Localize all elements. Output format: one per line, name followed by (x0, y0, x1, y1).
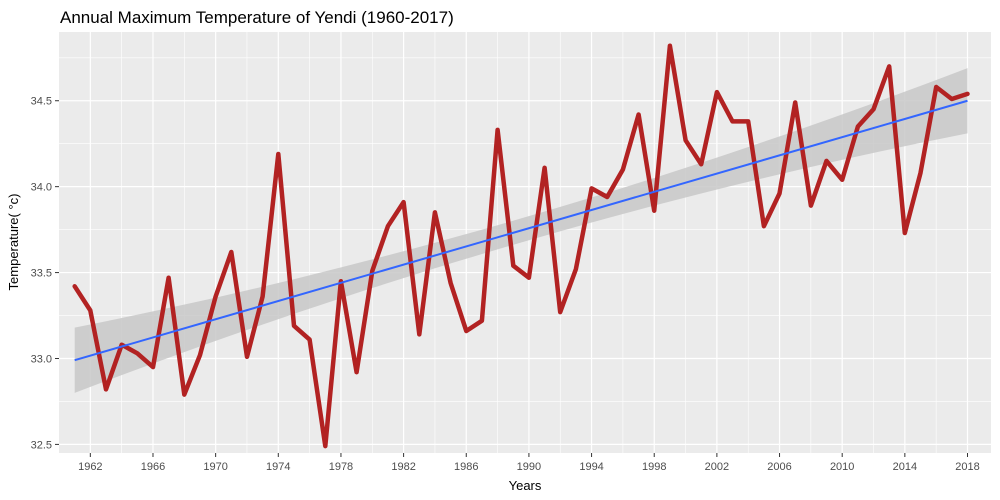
plot-panel (59, 32, 991, 453)
x-tick-label: 1974 (266, 461, 290, 473)
x-tick-label: 1978 (329, 461, 353, 473)
x-tick-label: 2002 (705, 461, 729, 473)
x-axis: 1962 1966 1970 1974 1978 1982 1986 1990 1994 1998… (78, 453, 980, 473)
y-tick-label: 33.0 (31, 353, 52, 365)
x-tick-label: 1990 (517, 461, 541, 473)
x-tick-label: 1962 (78, 461, 102, 473)
chart-title: Annual Maximum Temperature of Yendi (196… (60, 8, 454, 27)
x-axis-title: Years (509, 478, 542, 493)
x-tick-label: 1970 (203, 461, 227, 473)
y-axis: 32.5 33.0 33.5 34.0 34.5 (31, 96, 59, 451)
x-tick-label: 1998 (642, 461, 666, 473)
series-line (72, 43, 970, 449)
x-tick-label: 2010 (830, 461, 854, 473)
x-tick-label: 2014 (893, 461, 917, 473)
y-tick-label: 34.0 (31, 182, 52, 194)
x-tick-label: 1986 (454, 461, 478, 473)
trend-regression-line (74, 99, 968, 362)
trend-line (74, 99, 968, 362)
x-tick-label: 1982 (391, 461, 415, 473)
y-tick-label: 33.5 (31, 268, 52, 280)
y-axis-title: Temperature( °c) (6, 194, 21, 291)
grid-lines (59, 32, 991, 453)
x-tick-label: 2006 (767, 461, 791, 473)
temperature-series (72, 43, 970, 449)
x-tick-label: 1966 (141, 461, 165, 473)
x-tick-label: 2018 (955, 461, 979, 473)
x-tick-label: 1994 (579, 461, 603, 473)
y-tick-label: 34.5 (31, 96, 52, 108)
y-tick-label: 32.5 (31, 439, 52, 451)
